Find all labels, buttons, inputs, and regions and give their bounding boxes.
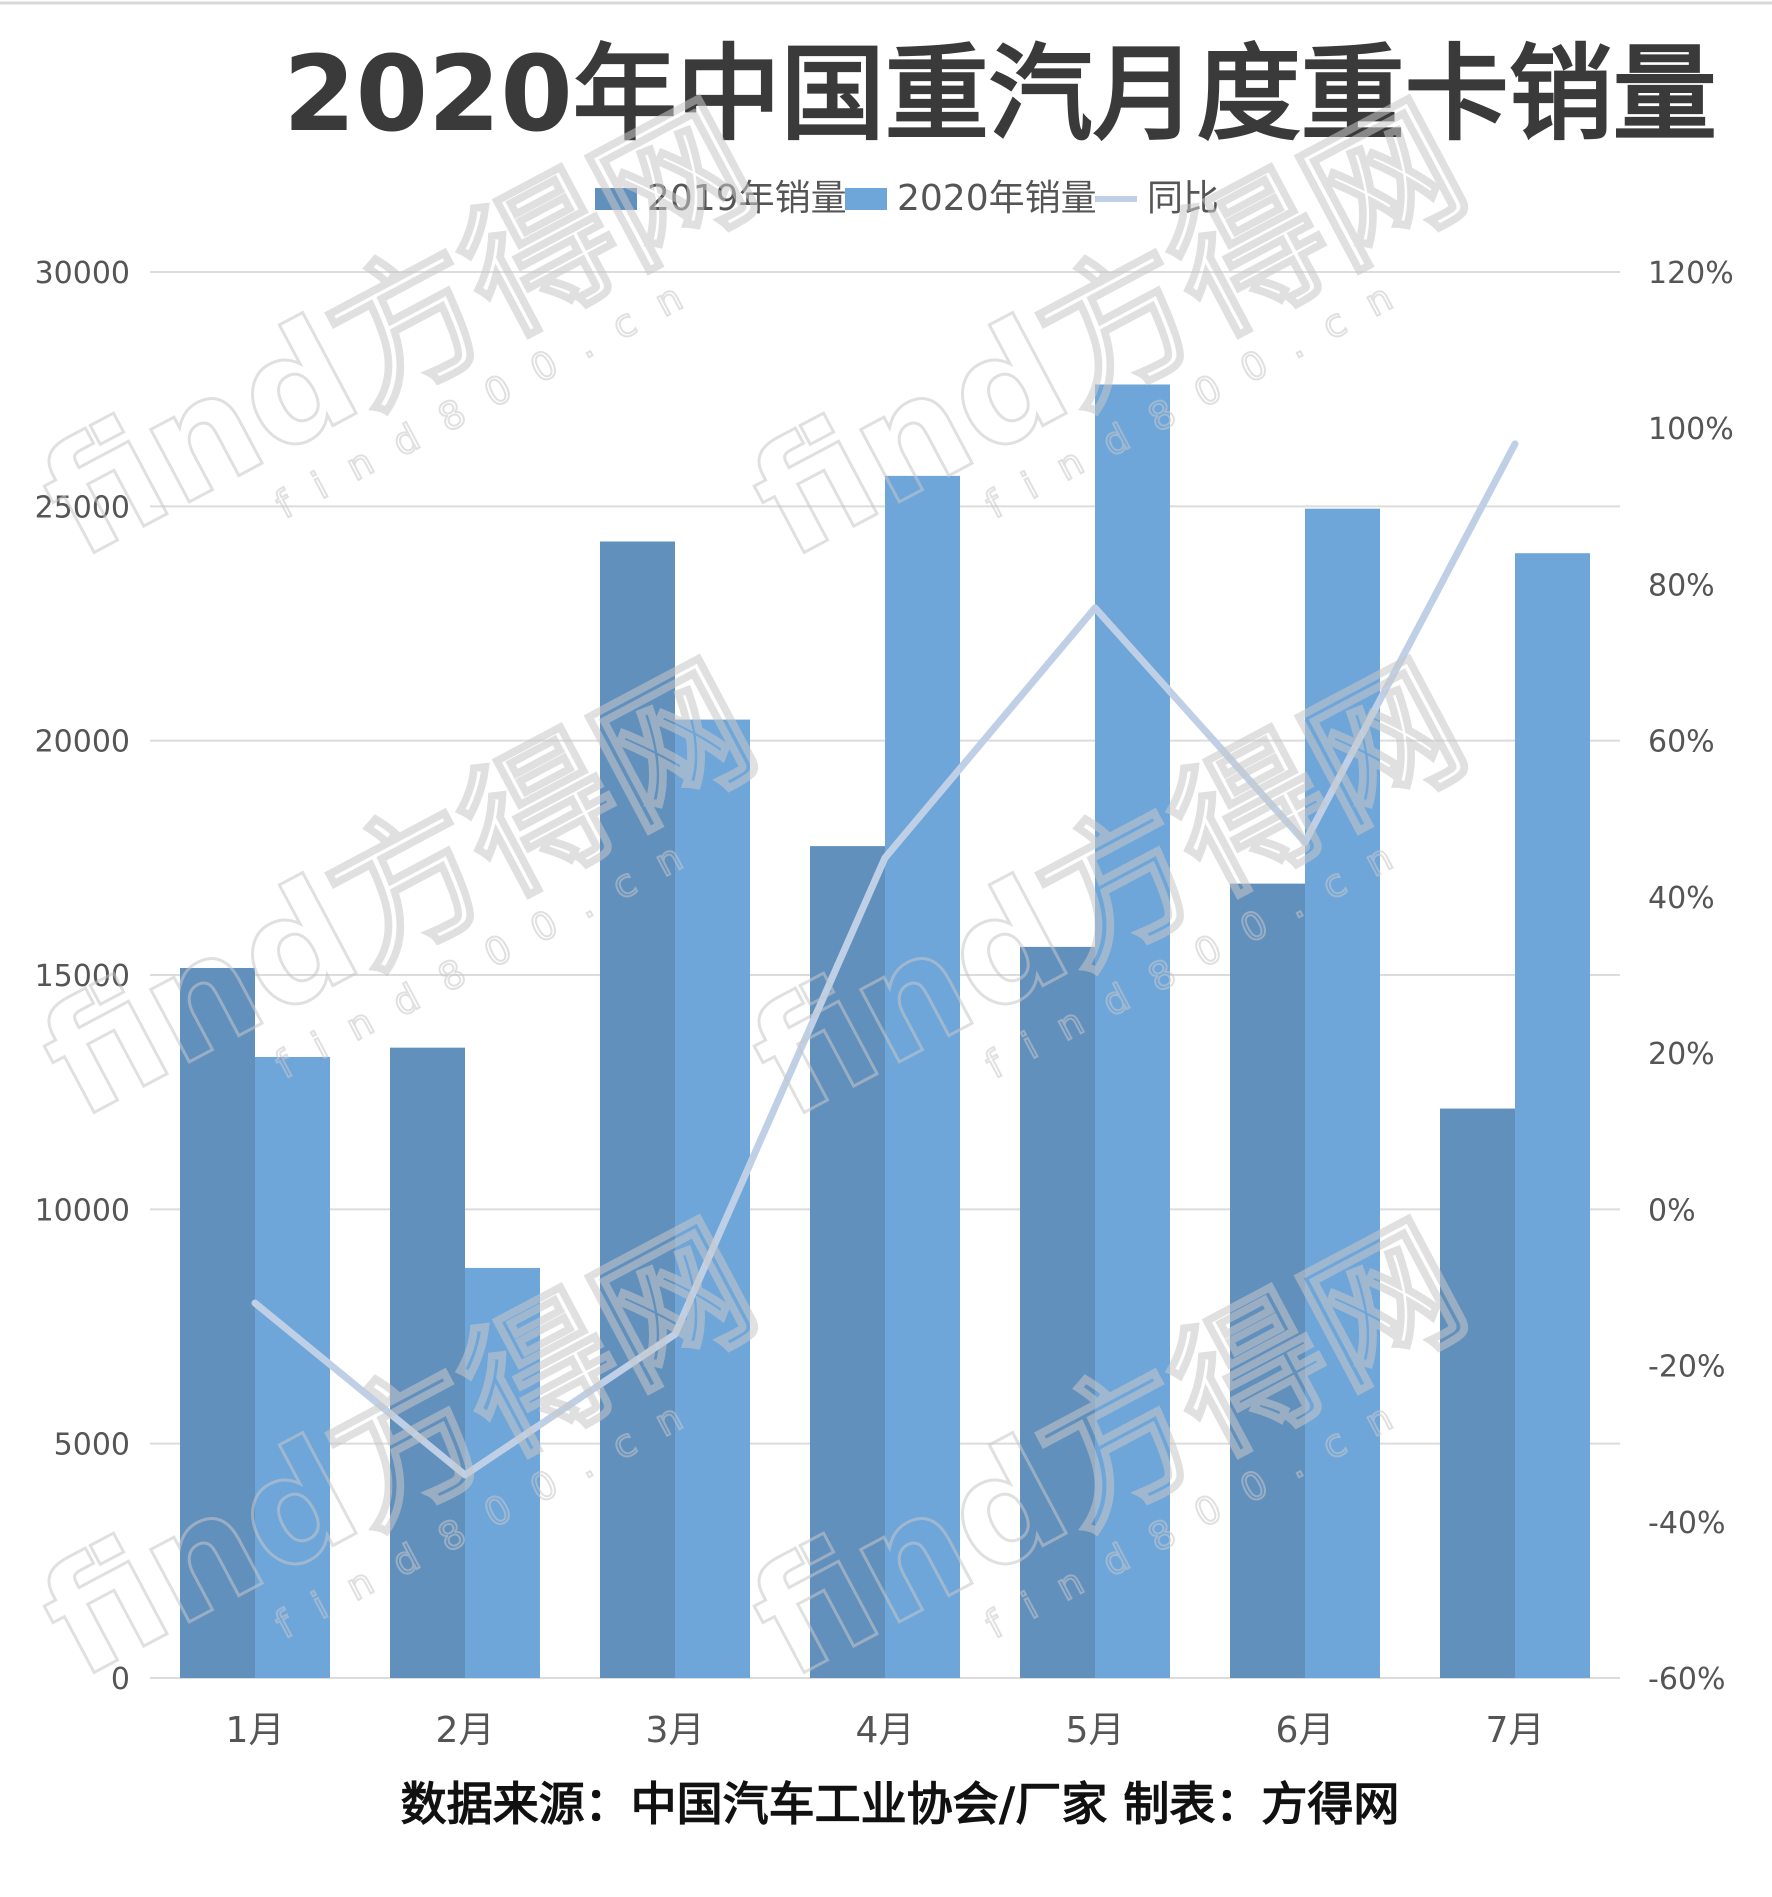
- legend-label: 2019年销量: [647, 178, 847, 219]
- source-note: 数据来源：中国汽车工业协会/厂家 制表：方得网: [401, 1777, 1400, 1831]
- bar-2020: [255, 1057, 330, 1678]
- x-tick-label: 3月: [646, 1710, 705, 1751]
- y-axis-left: 0 5000 10000 15000 20000 25000 30000: [35, 256, 130, 1697]
- bar-2020: [1305, 508, 1380, 1679]
- bar-2019: [1230, 883, 1305, 1678]
- y-right-tick-label: 0%: [1648, 1193, 1696, 1228]
- yoy-point: [254, 1302, 256, 1305]
- yoy-point: [1094, 606, 1096, 609]
- y-right-tick-label: 60%: [1648, 725, 1715, 760]
- y-right-tick-label: 80%: [1648, 568, 1715, 603]
- y-left-tick-label: 5000: [54, 1428, 130, 1463]
- y-left-tick-label: 0: [111, 1662, 130, 1697]
- legend-label: 2020年销量: [897, 178, 1097, 219]
- bar-2019: [1020, 946, 1095, 1678]
- x-tick-label: 5月: [1066, 1710, 1125, 1751]
- y-left-tick-label: 25000: [35, 490, 130, 525]
- y-right-tick-label: 20%: [1648, 1037, 1715, 1072]
- y-right-tick-label: -60%: [1648, 1662, 1726, 1697]
- bar-2019: [600, 541, 675, 1678]
- x-axis: 1月 2月 3月 4月 5月 6月 7月: [226, 1710, 1545, 1751]
- y-right-tick-label: 120%: [1648, 256, 1734, 291]
- yoy-point: [1514, 442, 1516, 445]
- chart-title: 2020年中国重汽月度重卡销量: [283, 33, 1716, 155]
- y-right-tick-label: 40%: [1648, 881, 1715, 916]
- bar-2019: [1440, 1108, 1515, 1678]
- bars: [180, 384, 1590, 1679]
- bar-2019: [180, 967, 255, 1678]
- yoy-point: [1304, 841, 1306, 844]
- yoy-point: [884, 856, 886, 859]
- y-left-tick-label: 30000: [35, 256, 130, 291]
- x-tick-label: 6月: [1276, 1710, 1335, 1751]
- y-left-tick-label: 20000: [35, 725, 130, 760]
- legend: 2019年销量 2020年销量 同比: [595, 178, 1219, 219]
- yoy-point: [464, 1473, 466, 1476]
- x-tick-label: 1月: [226, 1710, 285, 1751]
- x-tick-label: 4月: [856, 1710, 915, 1751]
- x-tick-label: 7月: [1486, 1710, 1545, 1751]
- bar-2020: [465, 1267, 540, 1678]
- x-tick-label: 2月: [436, 1710, 495, 1751]
- legend-swatch: [845, 188, 887, 210]
- bar-2020: [885, 475, 960, 1678]
- bar-2020: [1515, 553, 1590, 1679]
- y-right-tick-label: -40%: [1648, 1506, 1726, 1541]
- legend-label: 同比: [1147, 178, 1219, 219]
- y-left-tick-label: 10000: [35, 1193, 130, 1228]
- bar-2019: [810, 846, 885, 1678]
- y-axis-right: -60% -40% -20% 0% 20% 40% 60% 80% 100% 120%: [1648, 256, 1734, 1697]
- yoy-line: [251, 440, 1519, 1479]
- y-right-tick-label: 100%: [1648, 412, 1734, 447]
- y-left-tick-label: 15000: [35, 959, 130, 994]
- bar-2020: [1095, 384, 1170, 1679]
- y-right-tick-label: -20%: [1648, 1350, 1726, 1385]
- bar-2019: [390, 1047, 465, 1678]
- legend-swatch: [595, 188, 637, 210]
- yoy-point: [674, 1333, 676, 1336]
